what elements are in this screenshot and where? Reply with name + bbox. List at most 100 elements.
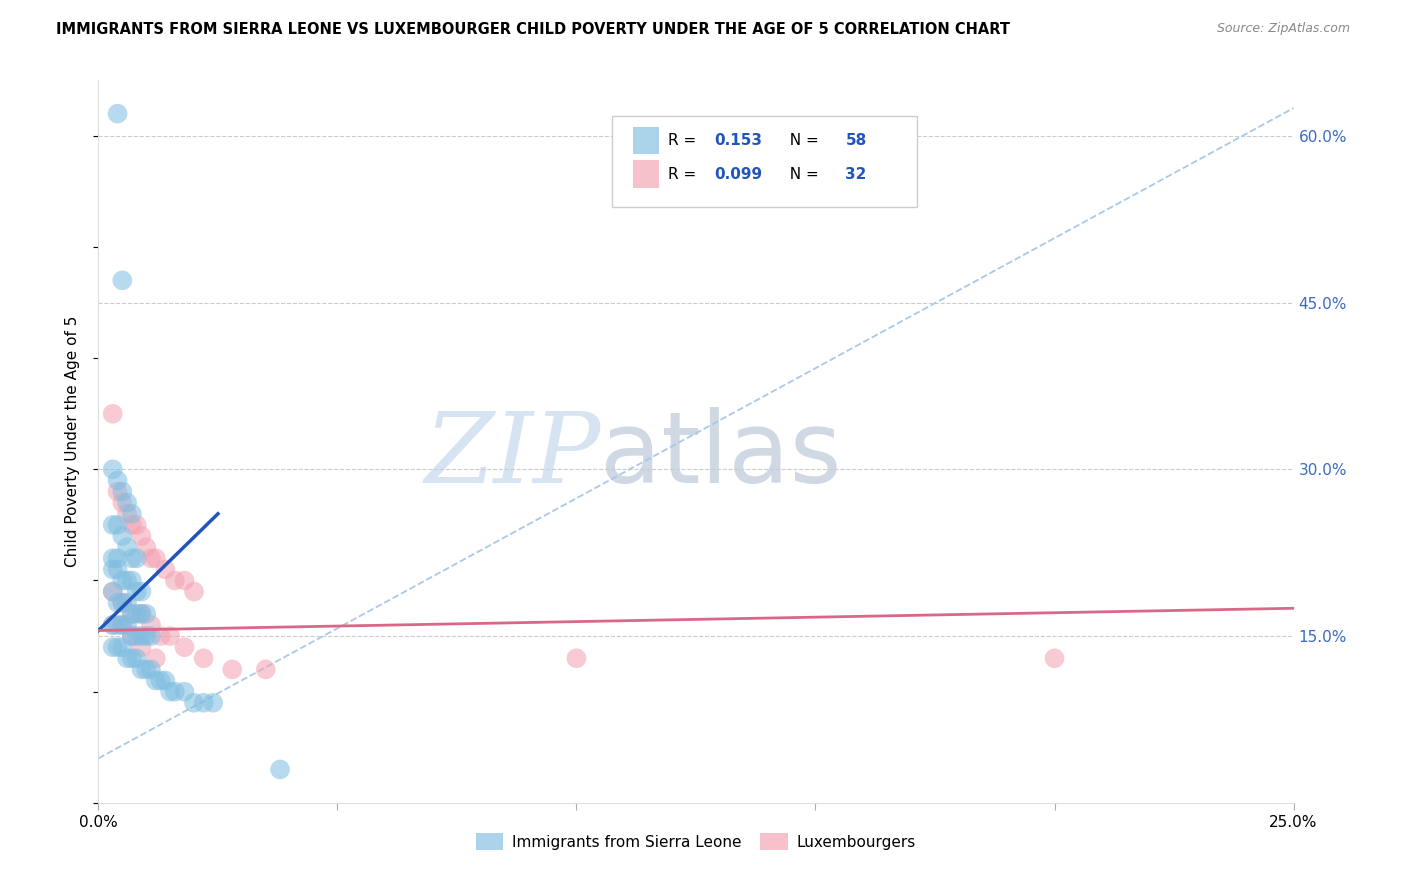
Bar — [633, 127, 659, 154]
Point — [125, 651, 148, 665]
Point — [121, 607, 143, 621]
Point — [107, 640, 129, 655]
Point — [139, 618, 162, 632]
Point — [111, 596, 134, 610]
Point — [101, 640, 124, 655]
Point — [145, 673, 167, 688]
Text: atlas: atlas — [600, 408, 842, 505]
Point — [107, 562, 129, 576]
Point — [139, 551, 162, 566]
Bar — [633, 161, 659, 188]
Point — [155, 562, 177, 576]
Text: N =: N = — [780, 133, 824, 148]
Point — [135, 607, 157, 621]
Point — [565, 651, 588, 665]
Point — [173, 640, 195, 655]
Point — [125, 584, 148, 599]
Y-axis label: Child Poverty Under the Age of 5: Child Poverty Under the Age of 5 — [65, 316, 80, 567]
Point — [1043, 651, 1066, 665]
Point — [111, 496, 134, 510]
Point — [121, 517, 143, 532]
Point — [139, 662, 162, 676]
Point — [115, 618, 138, 632]
Point — [115, 496, 138, 510]
Point — [101, 407, 124, 421]
Point — [111, 596, 134, 610]
Point — [149, 629, 172, 643]
Point — [131, 662, 153, 676]
Point — [131, 584, 153, 599]
Point — [254, 662, 277, 676]
Point — [155, 673, 177, 688]
Text: ZIP: ZIP — [425, 409, 600, 504]
Point — [193, 651, 215, 665]
Point — [121, 607, 143, 621]
Point — [183, 584, 205, 599]
Point — [173, 574, 195, 588]
Point — [111, 618, 134, 632]
Text: 32: 32 — [845, 167, 866, 182]
Point — [125, 551, 148, 566]
Point — [121, 651, 143, 665]
Point — [111, 529, 134, 543]
Point — [111, 618, 134, 632]
Point — [149, 673, 172, 688]
Point — [107, 517, 129, 532]
Point — [101, 584, 124, 599]
Point — [107, 484, 129, 499]
Point — [101, 584, 124, 599]
Point — [115, 507, 138, 521]
Point — [125, 607, 148, 621]
Point — [121, 629, 143, 643]
Point — [173, 684, 195, 698]
Text: N =: N = — [780, 167, 824, 182]
Point — [115, 596, 138, 610]
Point — [269, 763, 291, 777]
Point — [121, 629, 143, 643]
Point — [115, 540, 138, 554]
Point — [183, 696, 205, 710]
Point — [131, 629, 153, 643]
Point — [121, 574, 143, 588]
Point — [111, 574, 134, 588]
Point — [145, 651, 167, 665]
Point — [131, 640, 153, 655]
Point — [101, 551, 124, 566]
Point — [159, 684, 181, 698]
Text: R =: R = — [668, 133, 702, 148]
Point — [145, 551, 167, 566]
Point — [101, 517, 124, 532]
Point — [107, 618, 129, 632]
Point — [101, 562, 124, 576]
Point — [135, 662, 157, 676]
Text: 58: 58 — [845, 133, 866, 148]
Point — [135, 540, 157, 554]
Text: R =: R = — [668, 167, 702, 182]
Point — [159, 629, 181, 643]
Text: 0.099: 0.099 — [714, 167, 762, 182]
Point — [107, 106, 129, 120]
Point — [115, 574, 138, 588]
Text: 0.153: 0.153 — [714, 133, 762, 148]
FancyBboxPatch shape — [613, 117, 917, 207]
Text: IMMIGRANTS FROM SIERRA LEONE VS LUXEMBOURGER CHILD POVERTY UNDER THE AGE OF 5 CO: IMMIGRANTS FROM SIERRA LEONE VS LUXEMBOU… — [56, 22, 1011, 37]
Point — [111, 484, 134, 499]
Point — [135, 629, 157, 643]
Point — [193, 696, 215, 710]
Point — [107, 551, 129, 566]
Point — [202, 696, 225, 710]
Point — [221, 662, 243, 676]
Point — [101, 618, 124, 632]
Point — [125, 517, 148, 532]
Point — [111, 640, 134, 655]
Point — [131, 529, 153, 543]
Point — [131, 607, 153, 621]
Point — [125, 629, 148, 643]
Point — [107, 474, 129, 488]
Point — [121, 507, 143, 521]
Point — [115, 651, 138, 665]
Point — [101, 462, 124, 476]
Point — [111, 273, 134, 287]
Point — [101, 618, 124, 632]
Text: Source: ZipAtlas.com: Source: ZipAtlas.com — [1216, 22, 1350, 36]
